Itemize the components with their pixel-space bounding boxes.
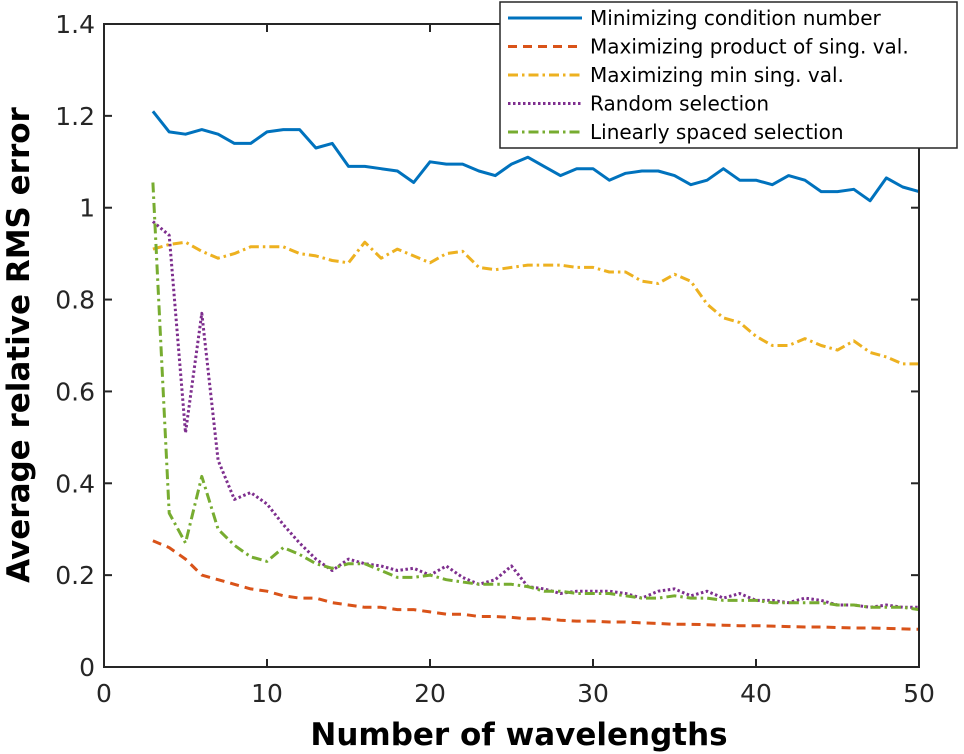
legend-label-maximizing-min-sing-val: Maximizing min sing. val.	[590, 63, 844, 87]
y-tick-label: 0.6	[55, 377, 95, 406]
y-tick-label: 0	[79, 653, 95, 682]
x-tick-label: 10	[251, 679, 283, 708]
y-axis-label: Average relative RMS error	[1, 106, 37, 582]
legend-label-minimizing-condition-number: Minimizing condition number	[590, 6, 882, 30]
x-tick-label: 0	[96, 679, 112, 708]
y-tick-label: 0.2	[55, 561, 95, 590]
y-tick-label: 0.8	[55, 286, 95, 315]
series-line-linearly-spaced-selection	[151, 182, 920, 612]
series-layer	[151, 110, 920, 631]
legend-label-random-selection: Random selection	[590, 92, 769, 116]
y-tick-label: 1.2	[55, 102, 95, 131]
x-tick-label: 30	[577, 679, 609, 708]
x-tick-label: 40	[740, 679, 772, 708]
series-line-maximizing-product-of-sing-val	[152, 539, 920, 631]
y-tick-label: 1.4	[55, 10, 95, 39]
y-tick-label: 0.4	[55, 469, 95, 498]
x-tick-label: 20	[414, 679, 446, 708]
series-line-minimizing-condition-number	[151, 110, 920, 203]
series-line-maximizing-min-sing-val	[152, 240, 919, 366]
series-line-random-selection	[151, 220, 919, 609]
legend-label-linearly-spaced-selection: Linearly spaced selection	[590, 120, 844, 144]
x-axis-label: Number of wavelengths	[310, 717, 727, 753]
legend: Minimizing condition number Maximizing pr…	[499, 1, 958, 149]
legend-label-maximizing-product-of-sing-val: Maximizing product of sing. val.	[590, 35, 909, 59]
x-tick-label: 50	[903, 679, 935, 708]
y-tick-label: 1	[79, 194, 95, 223]
